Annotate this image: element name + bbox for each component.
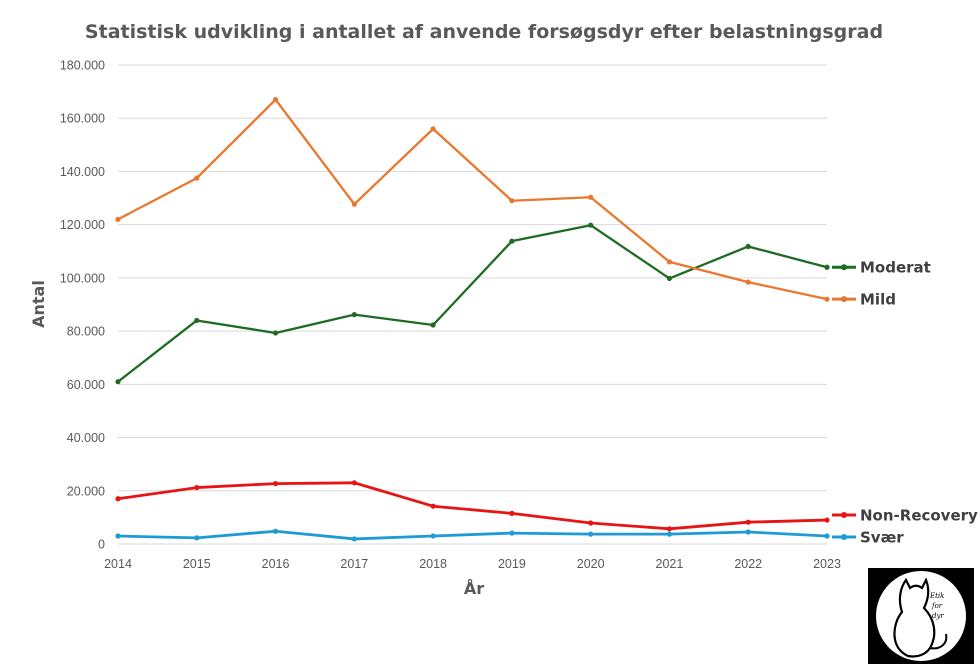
- series-line-non-recovery: [117, 481, 828, 531]
- x-tick-label: 2018: [419, 557, 447, 571]
- x-axis-title: År: [464, 579, 484, 598]
- cat-logo-icon: Etik for dyr: [876, 571, 966, 661]
- data-point-non-recovery: [430, 503, 436, 509]
- legend-label: Moderat: [860, 259, 931, 277]
- x-tick-label: 2017: [340, 557, 368, 571]
- data-point-mild: [430, 126, 436, 132]
- data-point-mild: [351, 201, 357, 207]
- series-mild: [115, 96, 830, 302]
- legend-entry-sv-r: Svær: [832, 529, 904, 547]
- y-tick-labels: 0 20.000 40.000 60.000 80.000 100.000 120.000 1…: [60, 59, 105, 552]
- data-point-moderat: [115, 379, 121, 385]
- data-point-mild: [115, 216, 121, 222]
- y-tick-label: 0: [98, 538, 105, 552]
- y-tick-label: 120.000: [60, 218, 105, 232]
- gridlines: [118, 64, 827, 545]
- x-tick-label: 2014: [104, 557, 132, 571]
- data-point-moderat: [430, 322, 436, 328]
- data-point-moderat: [824, 264, 830, 270]
- y-tick-label: 140.000: [60, 165, 105, 179]
- y-tick-label: 160.000: [60, 112, 105, 126]
- data-point-non-recovery: [509, 510, 515, 516]
- legend-marker: [841, 534, 847, 541]
- y-axis-title: Antal: [29, 280, 48, 328]
- data-point-non-recovery: [351, 480, 357, 486]
- legend-label: Svær: [860, 529, 904, 547]
- data-point-non-recovery: [666, 526, 673, 532]
- data-point-moderat: [272, 330, 279, 336]
- data-point-sv-r: [666, 531, 673, 537]
- data-point-sv-r: [588, 531, 594, 537]
- data-point-moderat: [588, 222, 594, 228]
- x-tick-label: 2016: [262, 557, 290, 571]
- series-line-mild: [117, 98, 828, 301]
- data-point-sv-r: [272, 528, 279, 534]
- x-tick-labels: 2014 2015 2016 2017 2018 2019 2020 2021 2022 2023: [104, 557, 841, 571]
- series-moderat: [115, 222, 830, 385]
- y-tick-label: 60.000: [67, 378, 105, 392]
- x-tick-label: 2021: [656, 557, 684, 571]
- logo: Etik for dyr: [868, 568, 974, 664]
- y-tick-label: 180.000: [60, 59, 105, 73]
- x-tick-label: 2019: [498, 557, 526, 571]
- data-point-sv-r: [194, 535, 200, 541]
- data-point-sv-r: [824, 533, 830, 539]
- legend-label: Mild: [860, 291, 896, 309]
- data-point-moderat: [666, 275, 673, 282]
- legend-marker: [841, 512, 847, 519]
- svg-text:dyr: dyr: [932, 612, 944, 620]
- series-lines: [115, 96, 830, 542]
- data-point-mild: [745, 279, 751, 285]
- legend-entry-mild: Mild: [832, 291, 896, 309]
- series-line-sv-r: [117, 529, 828, 541]
- y-tick-label: 20.000: [67, 484, 105, 498]
- legend-marker: [841, 264, 847, 271]
- data-point-mild: [588, 194, 594, 200]
- data-point-moderat: [194, 317, 200, 324]
- data-point-sv-r: [351, 536, 357, 542]
- data-point-mild: [509, 198, 515, 204]
- x-tick-label: 2015: [183, 557, 211, 571]
- legend-entry-moderat: Moderat: [832, 259, 931, 277]
- data-point-mild: [272, 96, 279, 103]
- legend-label: Non-Recovery: [860, 507, 978, 525]
- data-point-mild: [824, 296, 830, 302]
- legend: Moderat Mild Non-Recovery Svær: [832, 259, 978, 547]
- svg-text:Etik: Etik: [929, 592, 944, 600]
- svg-text:for: for: [931, 602, 943, 610]
- y-tick-label: 80.000: [67, 325, 105, 339]
- series-sv-r: [115, 528, 830, 542]
- data-point-mild: [666, 259, 673, 265]
- x-tick-label: 2020: [577, 557, 605, 571]
- data-point-moderat: [351, 312, 357, 318]
- data-point-non-recovery: [824, 517, 830, 523]
- series-line-moderat: [117, 224, 828, 383]
- data-point-sv-r: [745, 529, 751, 535]
- chart-title: Statistisk udvikling i antallet af anven…: [85, 21, 883, 43]
- y-tick-label: 40.000: [67, 431, 105, 445]
- data-point-sv-r: [509, 530, 515, 536]
- data-point-moderat: [509, 238, 515, 244]
- x-tick-label: 2022: [734, 557, 762, 571]
- data-point-non-recovery: [745, 519, 751, 525]
- legend-marker: [841, 296, 847, 303]
- series-non-recovery: [115, 480, 830, 532]
- data-point-non-recovery: [194, 484, 200, 491]
- data-point-non-recovery: [272, 480, 279, 487]
- x-tick-label: 2023: [813, 557, 841, 571]
- data-point-non-recovery: [588, 520, 594, 526]
- data-point-sv-r: [115, 533, 121, 539]
- data-point-sv-r: [430, 533, 436, 539]
- legend-entry-non-recovery: Non-Recovery: [832, 507, 978, 525]
- y-tick-label: 100.000: [60, 271, 105, 285]
- data-point-mild: [194, 175, 200, 181]
- data-point-moderat: [745, 243, 751, 250]
- data-point-non-recovery: [115, 496, 121, 502]
